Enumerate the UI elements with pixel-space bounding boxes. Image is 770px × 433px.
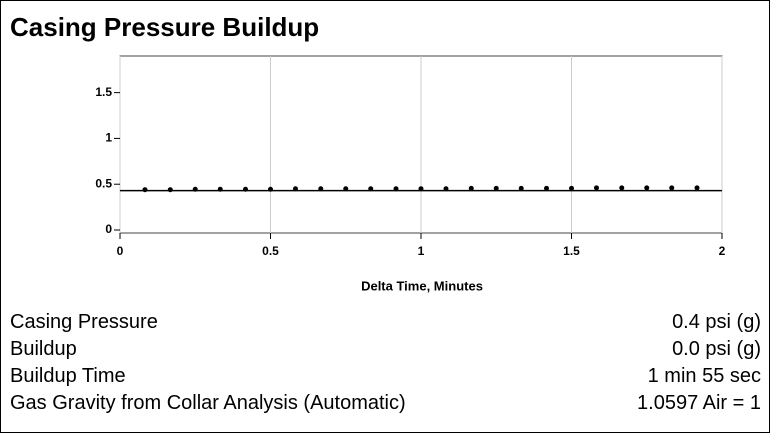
label: Buildup Time [10,365,126,387]
x-tick-label: 0.5 [262,244,279,258]
point [694,185,700,191]
x-tick-label: 1.5 [563,244,580,258]
info-row: Buildup 0.0 psi (g) [10,336,761,363]
value: 1 min 55 sec [647,365,761,387]
info-row: Casing Pressure 0.4 psi (g) [10,309,761,336]
info-row: Buildup Time 1 min 55 sec [10,363,761,390]
y-tick-label: 1.5 [95,85,112,99]
point [468,185,474,191]
point [644,185,650,191]
chart: Casing Pressure Buildup Delta Time, Minu… [10,12,726,294]
point [493,185,499,191]
label: Gas Gravity from Collar Analysis (Automa… [10,392,406,414]
y-tick-label: 0 [105,222,112,236]
label: Casing Pressure [10,311,158,333]
y-tick-label: 0.5 [95,176,112,190]
x-tick-label: 2 [719,244,726,258]
y-tick-label: 1 [105,131,112,145]
point [569,185,574,191]
point [544,185,550,191]
point [593,185,599,191]
x-tick-label: 0 [117,244,124,258]
info-row: Gas Gravity from Collar Analysis (Automa… [10,390,761,417]
label: Buildup [10,338,77,360]
point [167,187,173,193]
x-axis-label: Delta Time, Minutes [361,278,483,293]
point [619,185,625,191]
point [518,185,524,191]
title: Casing Pressure Buildup [10,12,319,42]
value: 0.4 psi (g) [672,311,761,333]
x-tick-label: 1 [418,244,425,258]
value: 0.0 psi (g) [672,338,761,360]
point [142,187,148,193]
value: 1.0597 Air = 1 [637,392,761,414]
point [669,185,675,191]
